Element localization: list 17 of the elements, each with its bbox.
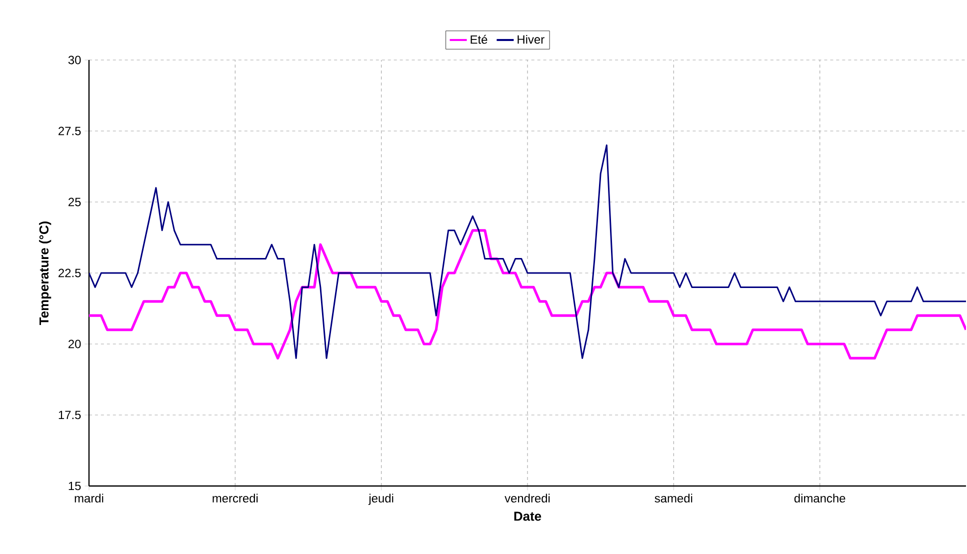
y-tick-label: 17.5 [58, 410, 81, 420]
legend-label: Hiver [518, 34, 544, 44]
x-tick-label: jeudi [368, 494, 394, 505]
y-tick-label: 15 [68, 482, 81, 490]
y-tick-label: 27.5 [58, 126, 81, 136]
y-axis-title: Temperature (°C) [39, 222, 52, 325]
y-tick-label: 22.5 [58, 268, 81, 278]
x-tick-label: dimanche [794, 494, 846, 503]
x-tick-label: mercredi [212, 494, 258, 503]
y-tick-label: 25 [68, 198, 81, 206]
x-tick-label: mardi [74, 494, 104, 503]
x-tick-label: vendredi [504, 494, 550, 503]
legend-label: Eté [470, 34, 488, 44]
x-axis-title: Date [514, 512, 542, 521]
y-tick-label: 30 [68, 56, 81, 64]
x-tick-label: samedi [654, 494, 692, 503]
y-tick-label: 20 [68, 340, 81, 348]
